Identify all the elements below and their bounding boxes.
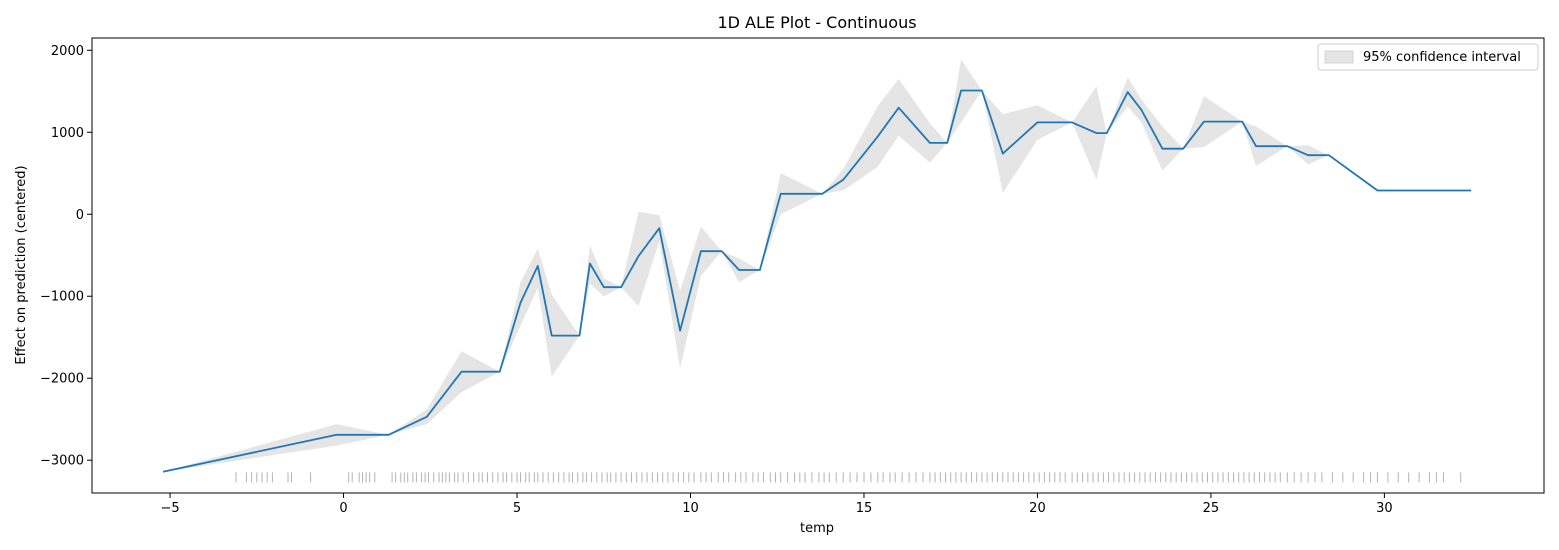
x-tick-label: 25: [1203, 501, 1220, 516]
x-tick-label: 15: [856, 501, 873, 516]
legend: 95% confidence interval: [1317, 43, 1539, 71]
x-axis: −5 0 5 10 15 20 25 30: [160, 493, 1393, 516]
ale-line: [162, 89, 1472, 473]
y-axis: −3000 −2000 −1000 0 1000 2000: [40, 44, 92, 469]
plot-area: [162, 59, 1472, 483]
confidence-band: [163, 59, 1472, 472]
y-axis-label: Effect on prediction (centered): [14, 165, 29, 364]
x-tick-label: 30: [1376, 501, 1393, 516]
y-tick-label: −3000: [40, 454, 84, 469]
y-tick-label: −2000: [40, 372, 84, 387]
y-tick-label: 1000: [51, 126, 84, 141]
x-tick-label: 20: [1029, 501, 1046, 516]
legend-label-confidence-interval: 95% confidence interval: [1363, 50, 1521, 65]
y-tick-label: 2000: [51, 44, 84, 59]
rug-marks: [235, 472, 1462, 483]
x-tick-label: 10: [682, 501, 699, 516]
x-tick-label: 5: [513, 501, 521, 516]
legend-box: [1317, 43, 1539, 71]
axes-frame: [91, 37, 1545, 494]
x-tick-label: 0: [339, 501, 347, 516]
chart-title: 1D ALE Plot - Continuous: [717, 13, 916, 32]
legend-swatch-confidence-band: [1324, 50, 1354, 64]
y-tick-label: −1000: [40, 290, 84, 305]
y-tick-label: 0: [76, 208, 84, 223]
x-tick-label: −5: [160, 501, 179, 516]
x-axis-label: temp: [800, 521, 834, 536]
